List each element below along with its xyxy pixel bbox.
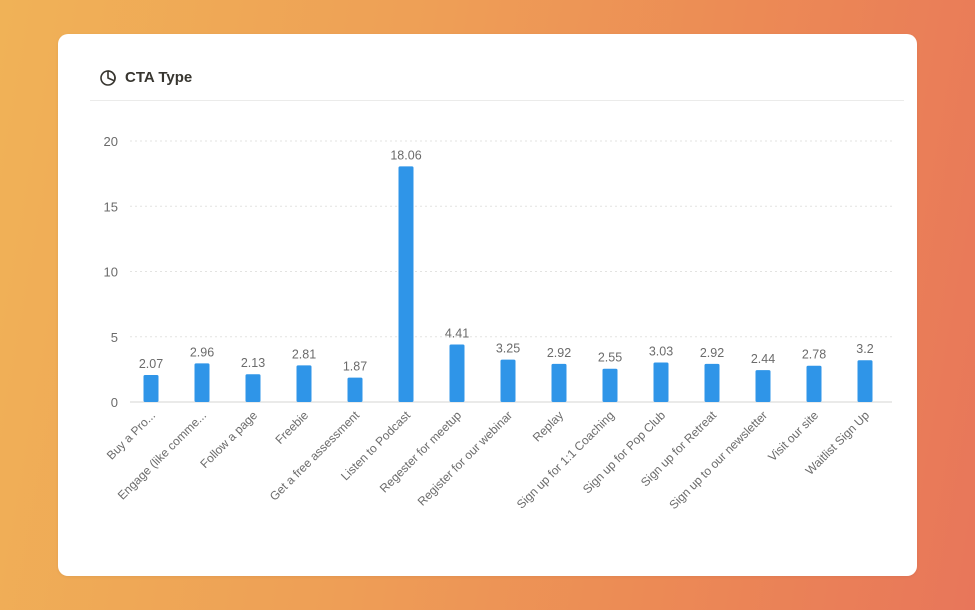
data-label: 3.25 — [496, 342, 520, 356]
y-tick-label: 0 — [111, 395, 118, 410]
data-label: 2.96 — [190, 345, 214, 359]
x-tick-label: Freebie — [272, 408, 311, 447]
chart-card: CTA Type 0 5 10 15 20 2.07 Buy a Pro... 2.96 Eng… — [58, 34, 917, 576]
bar — [551, 363, 567, 402]
bar — [296, 365, 312, 402]
x-tick-label: Engage (like comme... — [115, 408, 209, 502]
bar — [143, 374, 159, 402]
bar — [449, 344, 465, 402]
data-label: 4.41 — [445, 326, 469, 340]
card-header: CTA Type — [58, 34, 917, 100]
data-label: 2.81 — [292, 347, 316, 361]
data-label: 2.92 — [547, 346, 571, 360]
data-label: 2.55 — [598, 351, 622, 365]
y-tick-label: 15 — [104, 199, 118, 214]
bar — [347, 377, 363, 402]
x-tick-label: Buy a Pro... — [104, 408, 158, 462]
data-label: 2.07 — [139, 357, 163, 371]
y-tick-label: 5 — [111, 330, 118, 345]
data-label: 1.87 — [343, 360, 367, 374]
header-divider — [90, 100, 904, 101]
pie-chart-icon — [100, 70, 116, 86]
bar — [857, 360, 873, 402]
bar — [806, 365, 822, 402]
chart-title: CTA Type — [125, 69, 193, 86]
data-label: 18.06 — [390, 148, 421, 162]
bar — [653, 362, 669, 402]
data-label: 2.78 — [802, 348, 826, 362]
x-tick-label: Register for our webinar — [415, 408, 515, 508]
x-tick-label: Replay — [530, 408, 566, 444]
data-label: 2.92 — [700, 346, 724, 360]
bar — [500, 359, 516, 402]
bar — [194, 363, 210, 402]
x-tick-label: Sign up for 1:1 Coaching — [514, 408, 617, 511]
data-label: 2.44 — [751, 352, 775, 366]
data-label: 3.03 — [649, 344, 673, 358]
bar-chart: 0 5 10 15 20 2.07 Buy a Pro... 2.96 Engage (like… — [104, 134, 892, 512]
bar — [755, 370, 771, 402]
x-tick-label: Visit our site — [765, 408, 821, 464]
y-tick-label: 20 — [104, 134, 118, 149]
bar — [704, 363, 720, 402]
bar — [398, 166, 414, 402]
data-label: 2.13 — [241, 356, 265, 370]
data-label: 3.2 — [856, 342, 873, 356]
y-tick-label: 10 — [104, 265, 118, 280]
bar — [602, 368, 618, 402]
x-tick-label: Sign up to our newsletter — [666, 408, 770, 512]
x-tick-label: Get a free assessment — [267, 408, 363, 504]
bar — [245, 374, 261, 402]
